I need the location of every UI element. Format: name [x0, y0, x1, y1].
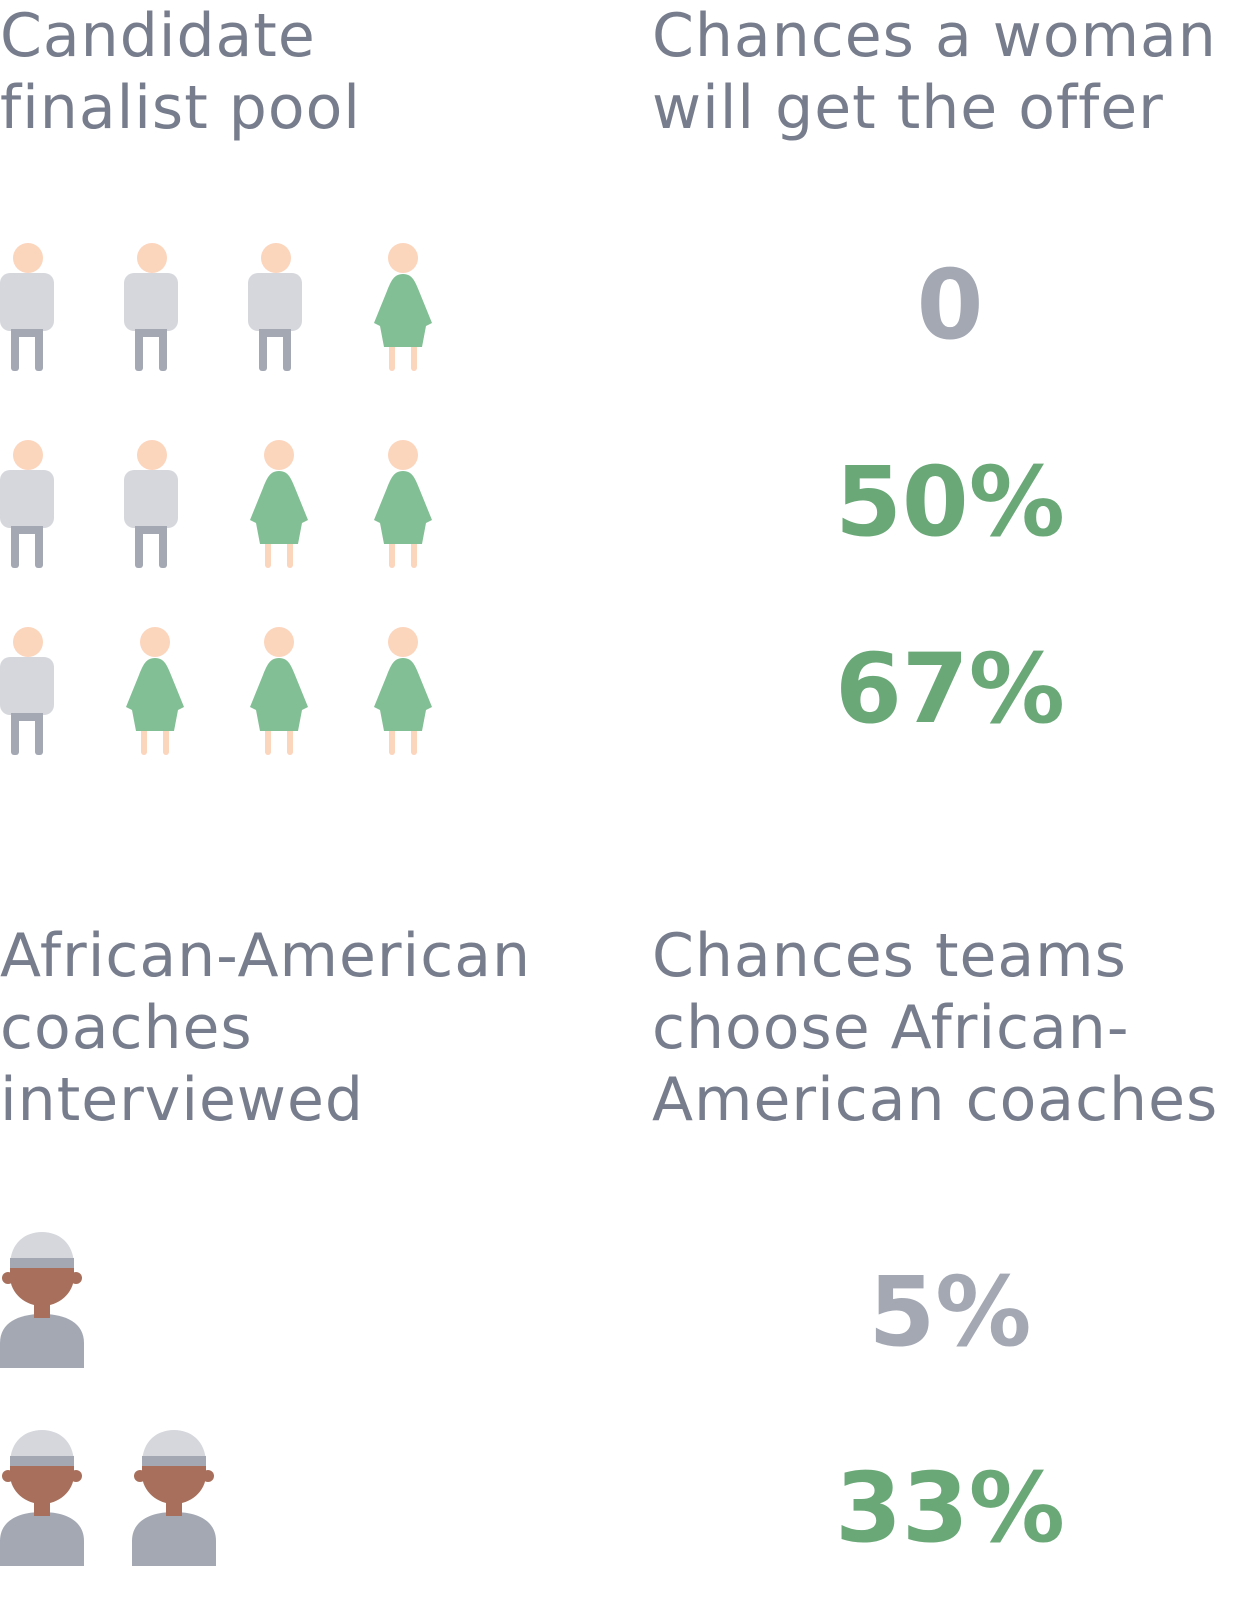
finalist-pool-row: [0, 440, 460, 580]
woman-icon: [250, 627, 308, 755]
man-icon: [0, 243, 54, 371]
coaches-heading: African-American coaches interviewed: [0, 921, 532, 1135]
woman-chance-value: 0: [916, 249, 984, 361]
coach-icon: [0, 1430, 84, 1566]
coach-chance-value: 5%: [868, 1256, 1032, 1368]
coach-icon: [0, 1232, 84, 1368]
coach-chance-value: 33%: [835, 1452, 1065, 1564]
man-icon: [124, 243, 178, 371]
coach-chance-heading: Chances teams choose African- American c…: [652, 921, 1219, 1135]
man-icon: [248, 243, 302, 371]
woman-icon: [374, 440, 432, 568]
finalist-pool-row: [0, 243, 460, 383]
coach-icon: [132, 1430, 216, 1566]
woman-chance-value: 50%: [835, 446, 1065, 558]
man-icon: [0, 440, 54, 568]
man-icon: [124, 440, 178, 568]
coaches-interviewed-row: [0, 1426, 260, 1566]
woman-icon: [250, 440, 308, 568]
woman-icon: [374, 243, 432, 371]
woman-icon: [374, 627, 432, 755]
pool-heading: Candidate finalist pool: [0, 1, 361, 143]
coaches-interviewed-row: [0, 1228, 260, 1368]
woman-chance-value: 67%: [835, 633, 1065, 745]
woman-chance-heading: Chances a woman will get the offer: [652, 1, 1217, 143]
man-icon: [0, 627, 54, 755]
woman-icon: [126, 627, 184, 755]
finalist-pool-row: [0, 627, 460, 767]
